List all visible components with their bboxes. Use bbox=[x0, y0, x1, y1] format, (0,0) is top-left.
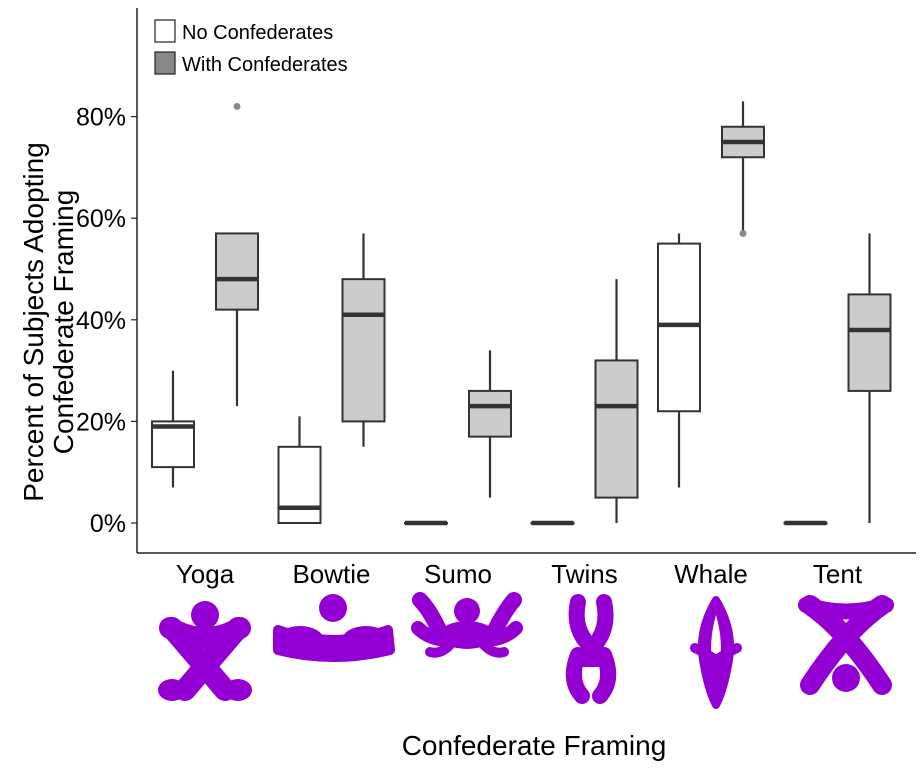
box-no-confederates-sumo bbox=[404, 520, 448, 526]
legend-swatch-no-confederates bbox=[154, 19, 176, 43]
y-tick-label: 0% bbox=[90, 510, 126, 538]
x-category-label: Tent bbox=[813, 559, 863, 589]
x-category-label: Sumo bbox=[424, 559, 492, 589]
box-iqr bbox=[151, 420, 195, 469]
box-iqr bbox=[277, 445, 322, 524]
box-with-confederates-tent bbox=[847, 233, 892, 523]
x-category-label: Bowtie bbox=[292, 559, 370, 589]
y-tick-label: 80% bbox=[76, 104, 126, 132]
x-axis-title: Confederate Framing bbox=[402, 730, 667, 761]
box-iqr bbox=[468, 389, 512, 438]
box-with-confederates-yoga bbox=[215, 102, 259, 407]
whale-pose-icon bbox=[690, 596, 742, 709]
box-no-confederates-yoga bbox=[151, 370, 195, 488]
tent-pose-icon bbox=[798, 595, 894, 695]
box-iqr bbox=[341, 278, 386, 423]
box-iqr bbox=[847, 293, 892, 392]
y-tick-label: 60% bbox=[76, 205, 126, 233]
legend: No Confederates With Confederates bbox=[154, 19, 348, 76]
box-with-confederates-twins bbox=[594, 279, 639, 523]
y-axis-title-line-2: Confederate Framing bbox=[48, 190, 79, 455]
x-category-label: Yoga bbox=[176, 559, 235, 589]
yoga-pose-icon bbox=[158, 601, 252, 701]
box-no-confederates-tent bbox=[783, 520, 828, 526]
legend-label-no-confederates: No Confederates bbox=[182, 22, 333, 44]
outlier-point bbox=[739, 229, 747, 237]
y-axis-title-line-1: Percent of Subjects Adopting bbox=[18, 142, 49, 502]
legend-swatch-with-confederates bbox=[154, 51, 176, 75]
box-iqr bbox=[215, 232, 259, 311]
box-iqr bbox=[657, 242, 701, 413]
box-no-confederates-whale bbox=[657, 233, 701, 488]
outlier-point bbox=[233, 102, 241, 110]
x-axis-category-labels: Yoga Bowtie Sumo Twins Whale Tent bbox=[176, 559, 863, 589]
box-iqr bbox=[594, 359, 639, 499]
pose-icons bbox=[158, 592, 894, 709]
box-no-confederates-twins bbox=[530, 520, 575, 526]
sumo-pose-icon bbox=[411, 592, 523, 658]
box-with-confederates-bowtie bbox=[341, 233, 386, 447]
box-with-confederates-sumo bbox=[468, 350, 512, 498]
y-tick-label: 40% bbox=[76, 307, 126, 335]
box-with-confederates-whale bbox=[721, 101, 765, 237]
box-no-confederates-bowtie bbox=[277, 416, 322, 524]
twins-pose-icon bbox=[565, 594, 617, 704]
y-tick-label: 20% bbox=[76, 408, 126, 436]
bowtie-pose-icon bbox=[273, 594, 395, 662]
legend-label-with-confederates: With Confederates bbox=[182, 54, 348, 76]
x-category-label: Twins bbox=[551, 559, 617, 589]
y-axis-ticks: 0% 20% 40% 60% 80% bbox=[76, 104, 137, 538]
box-plot-series bbox=[151, 101, 892, 526]
x-category-label: Whale bbox=[674, 559, 748, 589]
